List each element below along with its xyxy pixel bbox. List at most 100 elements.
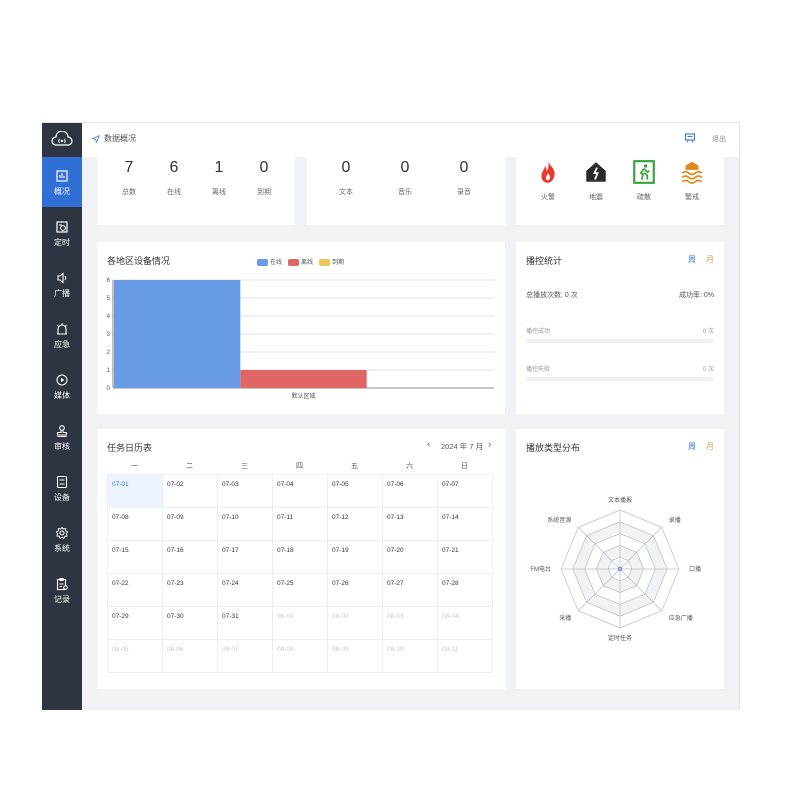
- sidebar-item-7[interactable]: 系统: [42, 514, 82, 564]
- calendar-day-cell[interactable]: 07-30: [163, 607, 218, 640]
- calendar-day-cell[interactable]: 08-10: [383, 640, 438, 673]
- calendar-day-cell[interactable]: 07-12: [328, 508, 383, 541]
- calendar-day-cell[interactable]: 07-31: [218, 607, 273, 640]
- sidebar-item-4[interactable]: 媒体: [42, 361, 82, 411]
- emergency-icon: [56, 322, 68, 335]
- device-stat: 7 总数: [114, 159, 144, 197]
- sidebar-item-5[interactable]: 审核: [42, 412, 82, 462]
- calendar-day-cell[interactable]: 07-14: [438, 508, 493, 541]
- fail-label: 播控失败: [526, 367, 551, 373]
- calendar-day-cell[interactable]: 07-06: [383, 475, 438, 508]
- calendar-day-cell[interactable]: 08-11: [438, 640, 493, 673]
- radar-point: [617, 566, 623, 572]
- breadcrumb-label: 数据概况: [104, 134, 136, 143]
- sidebar-item-2[interactable]: 广播: [42, 259, 82, 309]
- calendar-day-cell[interactable]: 08-06: [163, 640, 218, 673]
- calendar-day-cell[interactable]: 07-10: [218, 508, 273, 541]
- weekday-label: 四: [296, 463, 303, 470]
- overview-icon: [56, 169, 68, 182]
- calendar-day-cell[interactable]: 07-04: [273, 475, 328, 508]
- calendar-day-cell[interactable]: 08-03: [383, 607, 438, 640]
- calendar-day-cell[interactable]: 07-17: [218, 541, 273, 574]
- calendar-day-cell[interactable]: 07-09: [163, 508, 218, 541]
- calendar-day-cell[interactable]: 08-05: [108, 640, 163, 673]
- calendar-day-cell[interactable]: 07-18: [273, 541, 328, 574]
- calendar-day-cell[interactable]: 07-28: [438, 574, 493, 607]
- media-play-icon: [56, 373, 68, 386]
- logout-button[interactable]: 退出: [712, 136, 726, 143]
- legend-item[interactable]: 在线: [257, 257, 282, 266]
- calendar-day-cell[interactable]: 07-20: [383, 541, 438, 574]
- play-type-title: 播放类型分布: [526, 443, 581, 453]
- radar-axis-label: 口播: [689, 565, 701, 573]
- sidebar-item-1[interactable]: 定时: [42, 208, 82, 258]
- sidebar-item-6[interactable]: 设备: [42, 463, 82, 513]
- radar-axis-label: 录播: [669, 516, 681, 524]
- weekday-label: 三: [241, 463, 248, 470]
- x-category-label: 默认区域: [291, 392, 315, 400]
- sidebar-item-3[interactable]: 应急: [42, 310, 82, 360]
- play-type-month-toggle[interactable]: 月: [706, 442, 714, 451]
- sidebar-item-8[interactable]: 记录: [42, 565, 82, 615]
- calendar-day-cell[interactable]: 07-01: [108, 475, 163, 508]
- calendar-day-cell[interactable]: 08-04: [438, 607, 493, 640]
- radar-axis-label: 定时任务: [608, 634, 632, 642]
- sidebar-item-0[interactable]: 概况: [42, 157, 82, 207]
- calendar-day-cell[interactable]: 07-26: [328, 574, 383, 607]
- calendar-day-cell[interactable]: 07-25: [273, 574, 328, 607]
- media-stats-card: 0 文本 0 音乐 0 录音: [307, 157, 505, 225]
- stat-value: 7: [124, 159, 134, 176]
- screen-icon[interactable]: [684, 132, 696, 144]
- legend-label: 在线: [270, 260, 283, 266]
- week-toggle[interactable]: 周: [688, 255, 696, 264]
- calendar-day-cell[interactable]: 07-07: [438, 475, 493, 508]
- calendar-day-cell[interactable]: 07-08: [108, 508, 163, 541]
- calendar-day-cell[interactable]: 07-03: [218, 475, 273, 508]
- calendar-day-cell[interactable]: 08-07: [218, 640, 273, 673]
- calendar-day-cell[interactable]: 07-16: [163, 541, 218, 574]
- success-value: 0 次: [702, 329, 714, 335]
- calendar-day-cell[interactable]: 08-02: [328, 607, 383, 640]
- bar-在线: [114, 280, 241, 388]
- media-stat: 0 录音: [449, 159, 479, 197]
- calendar-day-cell[interactable]: 07-11: [273, 508, 328, 541]
- media-stat: 0 文本: [331, 159, 361, 197]
- breadcrumb: 数据概况: [92, 133, 136, 144]
- legend-swatch: [288, 258, 300, 266]
- calendar-month-label: 2024 年 7 月: [441, 442, 484, 451]
- calendar-day-cell[interactable]: 07-23: [163, 574, 218, 607]
- device-stat: 0 到期: [249, 159, 279, 197]
- play-type-week-toggle[interactable]: 周: [688, 442, 696, 451]
- sidebar: 概况 定时广播应急媒体审核 设备 系统 记录: [42, 123, 82, 710]
- calendar-day-cell[interactable]: 07-15: [108, 541, 163, 574]
- calendar-day-cell[interactable]: 08-08: [273, 640, 328, 673]
- speaker-icon: [57, 271, 67, 284]
- calendar-day-cell[interactable]: 07-02: [163, 475, 218, 508]
- calendar-day-cell[interactable]: 07-21: [438, 541, 493, 574]
- calendar-day-cell[interactable]: 07-27: [383, 574, 438, 607]
- calendar-day-cell[interactable]: 07-24: [218, 574, 273, 607]
- calendar-day-cell[interactable]: 07-29: [108, 607, 163, 640]
- next-month-button[interactable]: ›: [488, 439, 492, 450]
- month-toggle[interactable]: 月: [706, 255, 714, 264]
- y-tick-label: 3: [107, 332, 111, 338]
- calendar-day-cell[interactable]: 07-13: [383, 508, 438, 541]
- alert-label: 火警: [541, 194, 555, 201]
- device-stats-card: 7 总数 6 在线 1 离线 0 到期: [97, 157, 295, 225]
- calendar-day-cell[interactable]: 08-09: [328, 640, 383, 673]
- stat-label: 在线: [167, 189, 181, 196]
- prev-month-button[interactable]: ‹: [427, 439, 431, 450]
- calendar-day-cell[interactable]: 08-01: [273, 607, 328, 640]
- legend-item[interactable]: 离线: [288, 257, 313, 266]
- device-stat: 1 离线: [204, 159, 234, 197]
- legend-item[interactable]: 到期: [319, 257, 344, 266]
- calendar-day-cell[interactable]: 07-05: [328, 475, 383, 508]
- fail-progress-bar: [526, 377, 714, 381]
- timer-icon: [56, 220, 68, 233]
- calendar-day-cell[interactable]: 07-19: [328, 541, 383, 574]
- sidebar-item-label: 广播: [54, 288, 70, 298]
- fail-value: 0 次: [702, 367, 714, 373]
- region-chart-title: 各地区设备情况: [107, 256, 171, 266]
- sidebar-item-label: 媒体: [54, 390, 70, 400]
- calendar-day-cell[interactable]: 07-22: [108, 574, 163, 607]
